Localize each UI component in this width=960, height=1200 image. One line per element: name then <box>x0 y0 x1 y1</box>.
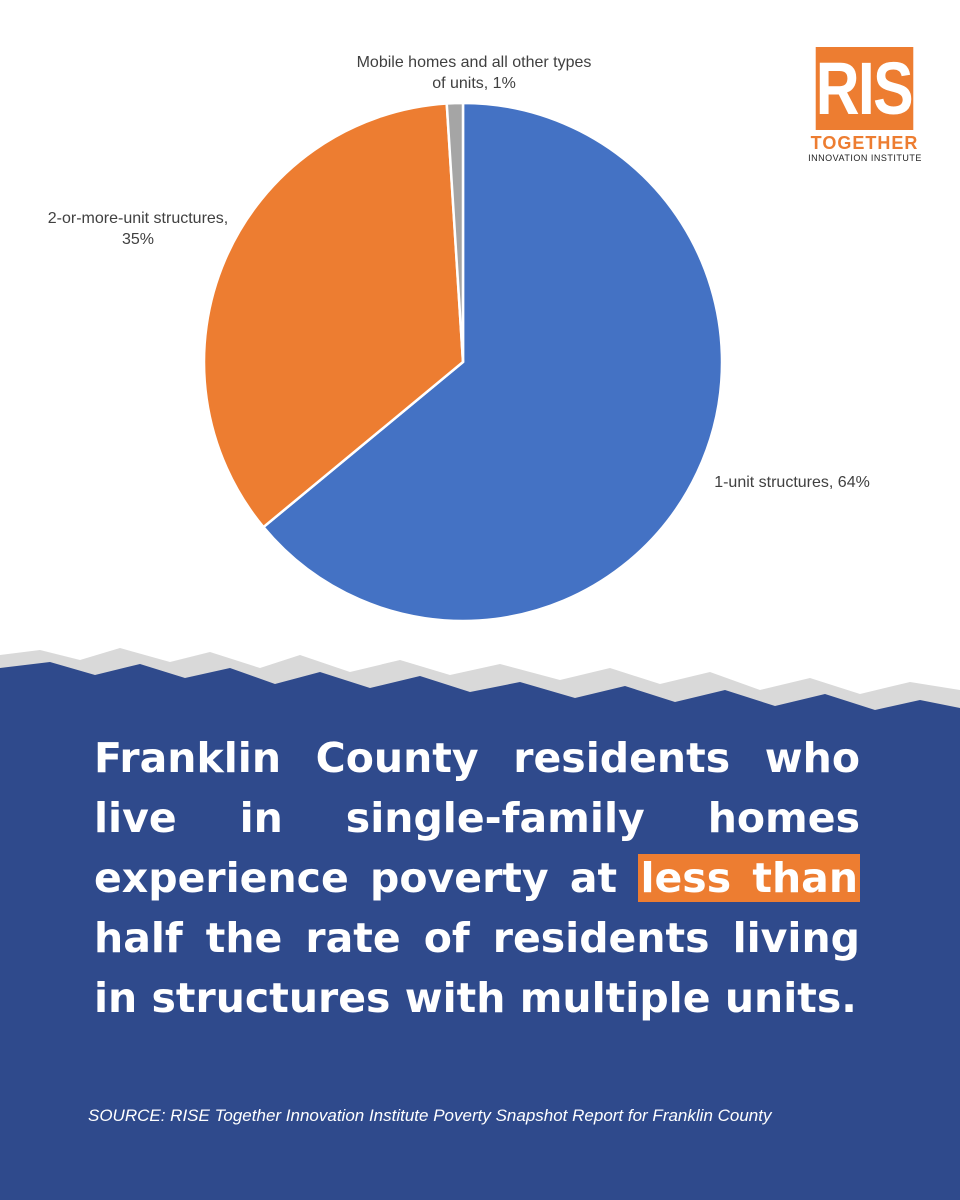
logo-word: RISE <box>815 47 952 130</box>
pie <box>202 101 724 623</box>
slice-label: 2-or-more-unit structures, 35% <box>47 210 229 248</box>
headline-text: half the rate of residents living in str… <box>94 914 860 1022</box>
headline-text: Franklin County residents who live in si… <box>94 734 860 902</box>
pie-slice <box>202 102 465 529</box>
blue-background <box>0 662 960 1200</box>
logo-line: INNOVATION INSTITUTE <box>808 153 922 163</box>
logo-line: TOGETHER <box>810 133 919 153</box>
slice-label: 1-unit structures, 64% <box>714 474 870 491</box>
pie-slice <box>261 101 724 623</box>
headline-highlight: less than <box>638 854 861 902</box>
pie-slice <box>445 101 465 363</box>
source-note: SOURCE: RISE Together Innovation Institu… <box>88 1106 772 1125</box>
headline: Franklin County residents who live in si… <box>94 728 861 1028</box>
slice-label: Mobile homes and all other types of unit… <box>356 54 592 92</box>
